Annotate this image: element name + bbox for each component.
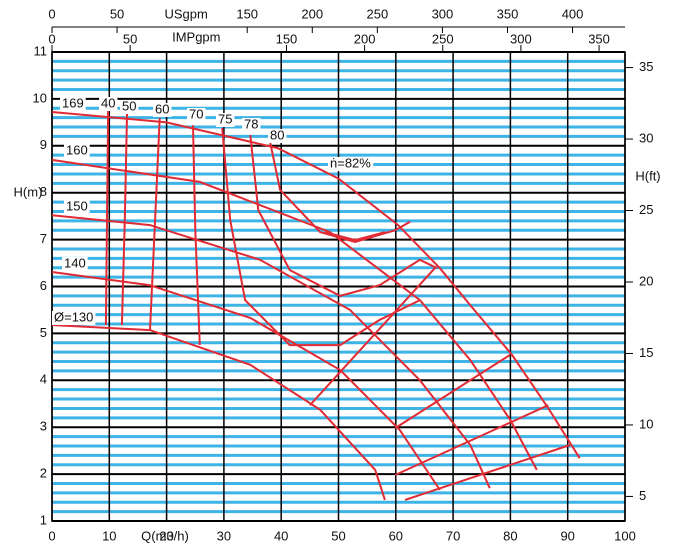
curve — [404, 444, 571, 501]
label-background — [60, 97, 86, 111]
y-tick-label: 4 — [40, 372, 47, 387]
series-label: 78 — [244, 116, 258, 131]
label-background — [153, 103, 172, 117]
x-axis-label: Q(m3/h) — [141, 528, 189, 543]
x3-tick-label: 300 — [510, 31, 532, 46]
x3-tick-label: 200 — [354, 31, 376, 46]
label-background — [64, 200, 90, 214]
x3-tick-label: 150 — [276, 31, 298, 46]
label-background — [242, 118, 261, 132]
series-label: 50 — [122, 98, 136, 113]
label-background — [99, 97, 118, 111]
x-tick-label: 0 — [48, 528, 55, 543]
x3-tick-label: 0 — [48, 31, 55, 46]
x2-tick-label: 350 — [497, 6, 519, 21]
label-background — [64, 144, 90, 158]
x2-tick-label: 150 — [236, 6, 258, 21]
label-background — [187, 108, 206, 122]
label-background — [62, 257, 88, 271]
curve — [221, 127, 421, 347]
label-background — [120, 100, 139, 114]
y-tick-label: 1 — [40, 512, 47, 527]
x2-tick-label: 0 — [48, 6, 55, 21]
x-tick-label: 10 — [102, 528, 116, 543]
x3-tick-label: 350 — [588, 31, 610, 46]
x2-tick-label: 400 — [562, 6, 584, 21]
x-tick-label: 90 — [560, 528, 574, 543]
x-tick-label: 70 — [446, 528, 460, 543]
label-background — [52, 311, 96, 325]
curve — [149, 118, 161, 331]
curve — [120, 110, 129, 326]
y-tick-label: 2 — [40, 466, 47, 481]
y-axis-label: H(m) — [14, 184, 43, 199]
y-tick-label: 10 — [33, 90, 47, 105]
series-label: 60 — [155, 101, 169, 116]
x-tick-label: 100 — [614, 528, 636, 543]
curve — [324, 231, 386, 242]
curve — [249, 134, 438, 297]
x2-axis-label: USgpm — [164, 6, 207, 21]
y2-tick-label: 5 — [639, 488, 646, 503]
plot-frame — [51, 51, 626, 522]
series-label: 40 — [101, 95, 115, 110]
curve — [104, 104, 110, 326]
series-label: 140 — [64, 255, 86, 270]
x-tick-label: 20 — [159, 528, 173, 543]
x-tick-label: 30 — [217, 528, 231, 543]
y-tick-label: 5 — [40, 325, 47, 340]
y-tick-label: 9 — [40, 137, 47, 152]
series-label: ṅ=82% — [330, 155, 371, 170]
x-tick-label: 40 — [274, 528, 288, 543]
x3-axis-label: IMPgpm — [172, 29, 220, 44]
curve — [394, 404, 549, 476]
series-label: 80 — [270, 127, 284, 142]
y-tick-label: 7 — [40, 231, 47, 246]
y2-tick-label: 35 — [639, 59, 653, 74]
curve — [394, 354, 511, 429]
label-background — [268, 129, 287, 143]
y-tick-label: 3 — [40, 419, 47, 434]
y2-tick-label: 15 — [639, 345, 653, 360]
series-label: 75 — [218, 111, 232, 126]
series-label: 169 — [62, 95, 84, 110]
series-label: 160 — [66, 142, 88, 157]
curve — [51, 271, 441, 491]
label-background — [328, 157, 374, 171]
x2-tick-label: 200 — [301, 6, 323, 21]
y2-tick-label: 25 — [639, 202, 653, 217]
x-tick-label: 60 — [389, 528, 403, 543]
label-background — [216, 113, 235, 127]
y-tick-label: 8 — [40, 184, 47, 199]
x2-tick-label: 300 — [432, 6, 454, 21]
y2-axis-label: H(ft) — [635, 168, 660, 183]
series-label: 70 — [189, 106, 203, 121]
curve — [268, 139, 411, 243]
curve — [51, 214, 491, 489]
y2-tick-label: 30 — [639, 130, 653, 145]
curve — [51, 324, 386, 501]
curve — [309, 267, 436, 406]
y2-tick-label: 10 — [639, 416, 653, 431]
series-label: Ø=130 — [54, 309, 93, 324]
y-tick-label: 6 — [40, 278, 47, 293]
x2-tick-label: 250 — [366, 6, 388, 21]
curve — [192, 125, 201, 346]
x3-tick-label: 50 — [123, 31, 137, 46]
x3-tick-label: 250 — [432, 31, 454, 46]
y2-tick-label: 20 — [639, 273, 653, 288]
x-tick-label: 80 — [503, 528, 517, 543]
y-tick-label: 11 — [34, 43, 48, 58]
x-tick-label: 50 — [331, 528, 345, 543]
x2-tick-label: 50 — [110, 6, 124, 21]
series-label: 150 — [66, 198, 88, 213]
